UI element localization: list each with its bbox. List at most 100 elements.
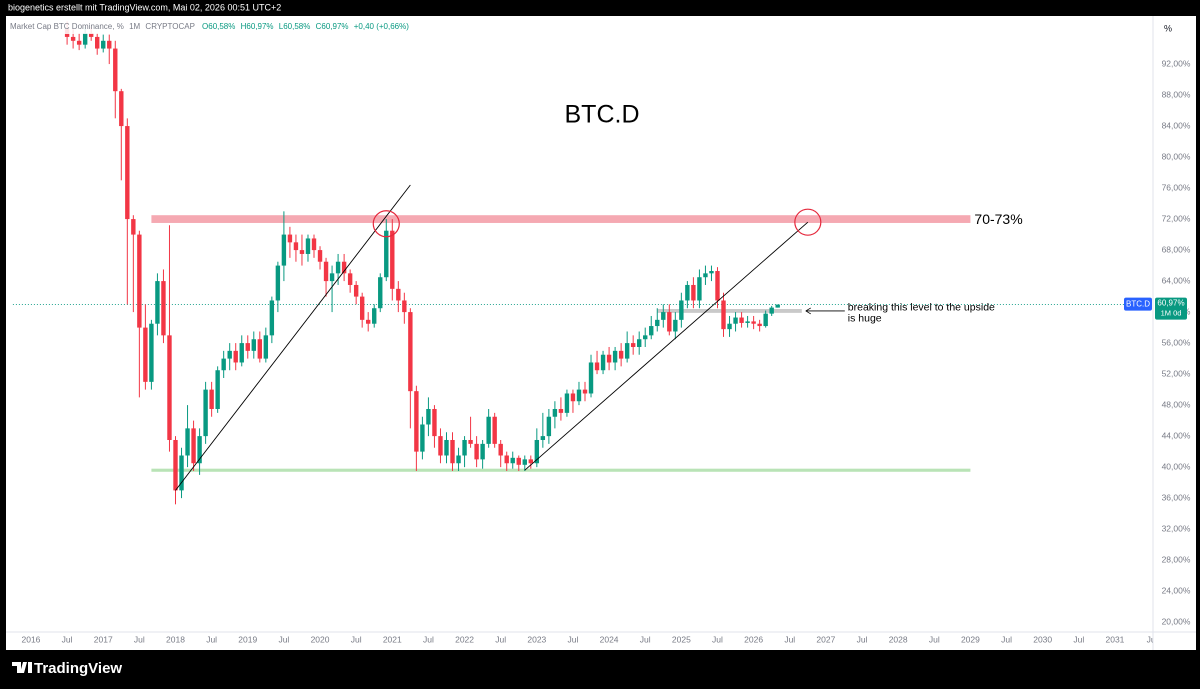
x-tick-label: 2020 (311, 634, 330, 644)
candle-body (697, 277, 702, 301)
candle-body (751, 321, 756, 324)
x-tick-label: Jul (351, 634, 362, 644)
trend-line (524, 221, 809, 471)
candle-body (101, 40, 106, 49)
x-tick-label: 2017 (94, 634, 113, 644)
y-tick-label: 56,00% (1162, 337, 1191, 347)
y-tick-label: 24,00% (1162, 585, 1191, 595)
zone (151, 468, 971, 472)
candle-body (721, 300, 726, 330)
y-tick-label: 52,00% (1162, 368, 1191, 378)
y-tick-label: 32,00% (1162, 523, 1191, 533)
candle-body (516, 457, 521, 465)
price-tag-name-bg (1124, 297, 1152, 311)
candle-body (227, 350, 232, 359)
candle-body (359, 296, 365, 320)
plot-area (12, 21, 1153, 505)
candle-body (703, 273, 708, 278)
candle-body (82, 33, 88, 45)
note-arrowhead (805, 307, 812, 315)
candle-body (113, 48, 118, 92)
y-tick-label: 76,00% (1162, 182, 1191, 192)
x-tick-label: Jul (784, 634, 795, 644)
candle-body (570, 393, 576, 402)
x-tick-label: Jul (134, 634, 145, 644)
candle-body (757, 323, 762, 327)
candle-body (673, 319, 678, 332)
candle-body (269, 300, 275, 336)
x-tick-label: Jul (568, 634, 579, 644)
trend-line (175, 184, 411, 491)
candle-body (335, 261, 341, 274)
x-tick-label: Jul (1001, 634, 1012, 644)
candle-body (341, 261, 347, 274)
candle-body (679, 300, 684, 320)
legend-interval: 1M (129, 22, 140, 31)
candle-body (540, 436, 546, 440)
candle-body (95, 36, 100, 49)
candle-body (366, 319, 371, 324)
x-tick-label: Jul (206, 634, 217, 644)
candle-body (329, 273, 335, 282)
candle-body (691, 284, 696, 301)
x-tick-label: 2031 (1105, 634, 1124, 644)
candle-body (251, 339, 256, 351)
candle-body (209, 389, 214, 409)
x-tick-label: 2021 (383, 634, 402, 644)
candle-body (606, 354, 612, 363)
y-axis: 20,00% 24,00% 28,00% 32,00% 36,00% 40,00% 44,0… (1162, 58, 1191, 626)
candle-body (450, 439, 455, 464)
axis-unit[interactable]: % (1164, 23, 1172, 33)
x-tick-label: 2027 (816, 634, 835, 644)
candle-body (522, 459, 527, 465)
candle-body (149, 323, 154, 382)
legend-open: O60,58% (202, 22, 235, 31)
price-tag-value: 60,97% (1157, 299, 1184, 308)
legend-close: C60,97% (316, 22, 349, 31)
price-tag-countdown: 1M 0d (1161, 309, 1182, 318)
candle-body (317, 250, 323, 262)
highlight-circle (794, 208, 822, 236)
candle-body (552, 408, 558, 417)
x-tick-label: Jul (62, 634, 73, 644)
candle-body (510, 457, 515, 464)
candle-body (582, 389, 588, 394)
x-tick-label: Ju (1147, 634, 1156, 644)
chart-panel (6, 16, 1196, 650)
candle-body (143, 327, 148, 382)
candle-body (323, 261, 329, 282)
y-tick-label: 72,00% (1162, 213, 1191, 223)
candle-body (414, 391, 419, 452)
y-tick-label: 68,00% (1162, 244, 1191, 254)
x-tick-label: 2016 (22, 634, 41, 644)
candle-body (239, 343, 244, 363)
y-tick-label: 84,00% (1162, 120, 1191, 130)
x-tick-label: 2018 (166, 634, 185, 644)
brand: TradingView (34, 660, 122, 677)
candle-body (402, 300, 407, 313)
candle-body (119, 91, 124, 127)
candle-body (263, 335, 269, 359)
candle-body (179, 455, 184, 491)
y-tick-label: 28,00% (1162, 554, 1191, 564)
candle-body (353, 284, 359, 297)
x-tick-label: Jul (423, 634, 434, 644)
zone-label: 70-73% (974, 211, 1022, 227)
note-text: is huge (848, 313, 882, 325)
candle-body (643, 335, 648, 340)
candle-body (191, 428, 196, 464)
candle-body (624, 343, 630, 359)
candle-body (438, 436, 443, 456)
candle-body (727, 323, 732, 330)
y-tick-label: 44,00% (1162, 430, 1191, 440)
y-tick-label: 92,00% (1162, 58, 1191, 68)
candle-body (197, 436, 202, 464)
price-tag-bg (1155, 297, 1187, 320)
candle-body (739, 317, 744, 323)
candle-body (384, 230, 389, 278)
y-tick-label: 80,00% (1162, 151, 1191, 161)
candle-body (667, 312, 672, 332)
x-tick-label: Jul (857, 634, 868, 644)
candle-body (763, 313, 768, 327)
